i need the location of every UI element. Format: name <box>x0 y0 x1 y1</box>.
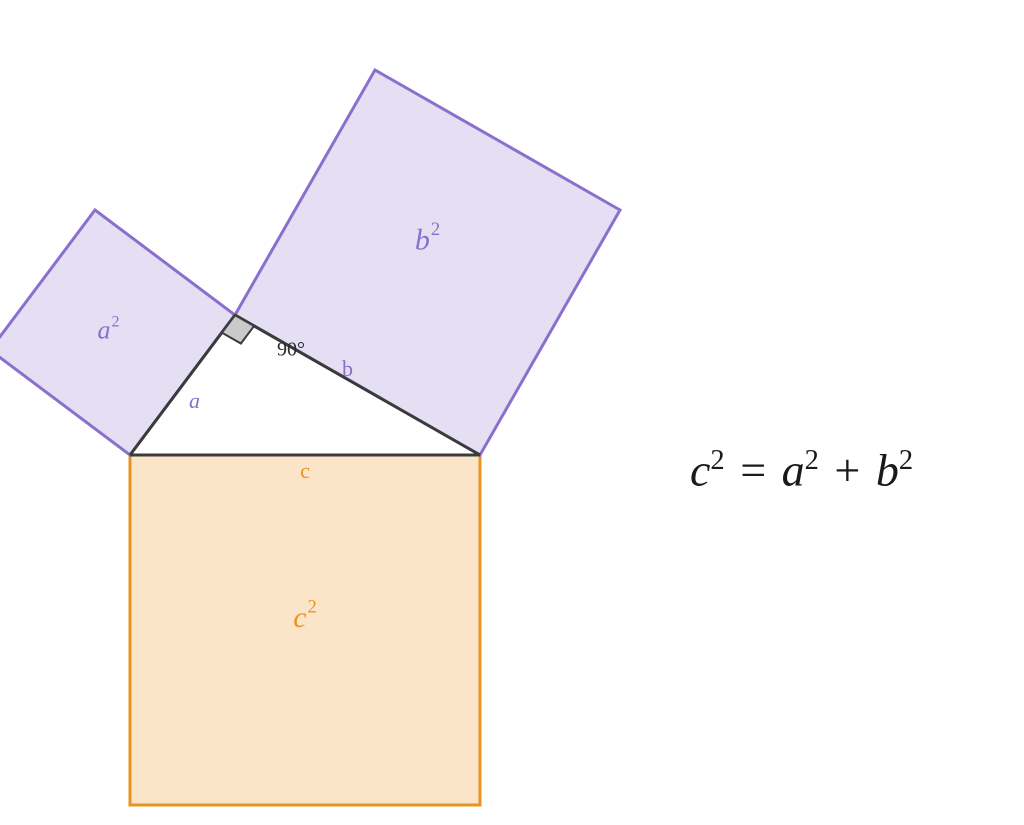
right-angle-label: 90° <box>277 339 305 361</box>
side-c-label: c <box>300 458 310 483</box>
square-b <box>235 70 620 455</box>
diagram-svg: abc90°a2b2c2 <box>0 0 1024 825</box>
square-a <box>0 210 235 455</box>
pythagoras-formula: c2 = a2 + b2 <box>690 444 913 497</box>
side-b-label: b <box>342 356 353 381</box>
side-a-label: a <box>189 388 200 413</box>
pythagoras-diagram: abc90°a2b2c2 c2 = a2 + b2 <box>0 0 1024 825</box>
